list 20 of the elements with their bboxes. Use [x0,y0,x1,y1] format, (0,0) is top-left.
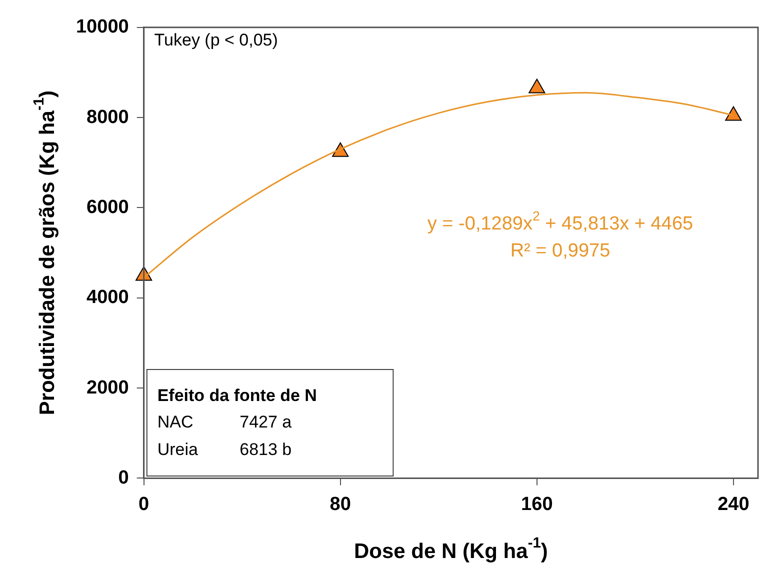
annotation: NAC [157,412,194,432]
annotation: Tukey (p < 0,05) [154,30,278,50]
y-tick-label: 2000 [86,377,129,398]
annotation: 6813 b [240,440,292,459]
annotation: R² = 0,9975 [510,240,610,262]
y-tick-label: 4000 [86,287,129,308]
annotation: Efeito da fonte de N [157,386,317,405]
y-tick-label: 8000 [86,106,129,128]
y-tick-label: 0 [118,467,129,488]
annotation: Ureia [157,440,199,459]
y-axis-title: Produtividade de grãos (Kg ha-1) [32,90,59,416]
x-tick-label: 80 [330,494,351,515]
x-tick-label: 0 [138,494,150,515]
y-tick-label: 10000 [76,16,129,38]
point [725,106,742,121]
y-tick-label: 6000 [86,196,129,218]
point [528,78,546,94]
x-tick-label: 240 [718,494,750,515]
annotation: 7427 a [240,412,292,432]
x-tick-label: 160 [521,494,553,515]
